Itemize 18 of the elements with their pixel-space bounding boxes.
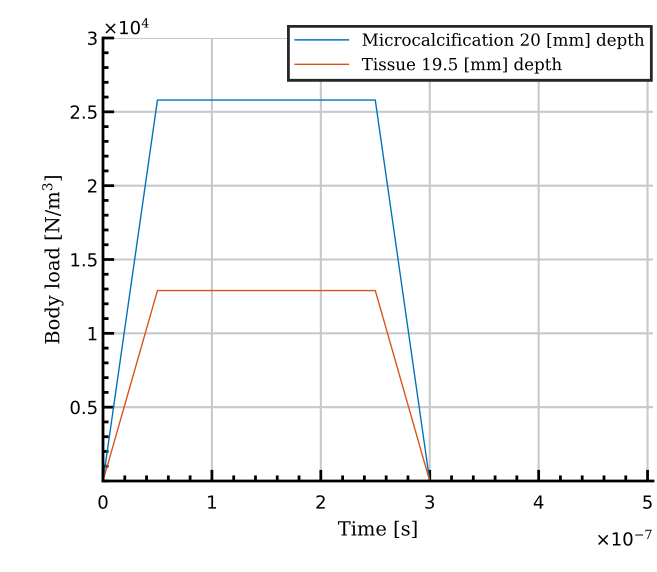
y-tick-label: 0.5 bbox=[70, 400, 97, 414]
x-tick-label: 0 bbox=[98, 495, 108, 509]
legend-label: Microcalcification 20 [mm] depth bbox=[362, 33, 644, 50]
y-tick-label: 2.5 bbox=[70, 105, 97, 119]
y-tick-label: 3 bbox=[88, 31, 97, 46]
x-tick-label: 4 bbox=[534, 495, 544, 509]
x-axis-title: Time [s] bbox=[338, 520, 417, 538]
x-tick-label: 2 bbox=[316, 495, 325, 509]
text: ×10$^{4}$ bbox=[105, 18, 149, 34]
x-tick-label: 1 bbox=[208, 495, 216, 509]
y-tick-label: 1.5 bbox=[71, 253, 97, 267]
legend-label: Tissue 19.5 [mm] depth bbox=[362, 58, 562, 74]
text: ×10$^{−7}$ bbox=[598, 530, 652, 546]
x-tick-label: 3 bbox=[425, 495, 434, 509]
x-tick-label: 5 bbox=[643, 495, 652, 509]
y-tick-label: 2 bbox=[88, 179, 96, 193]
y-tick-label: 1 bbox=[88, 327, 96, 340]
y-axis-title: Body load [N/m$^{3}$] bbox=[42, 176, 64, 344]
